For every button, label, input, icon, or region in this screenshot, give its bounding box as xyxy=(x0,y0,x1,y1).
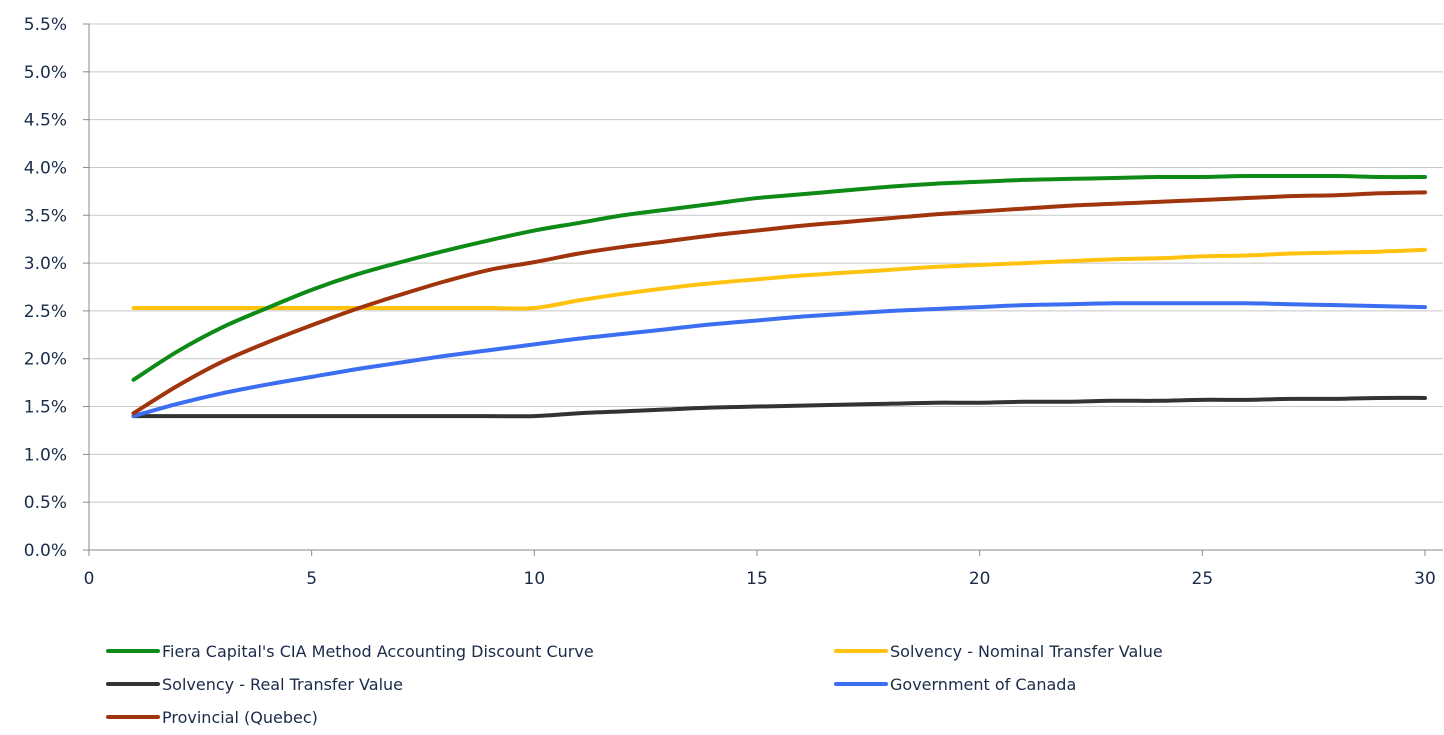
legend-label-solvency-nominal: Solvency - Nominal Transfer Value xyxy=(890,642,1163,661)
y-tick-label: 2.5% xyxy=(24,302,67,322)
y-tick-label: 1.0% xyxy=(24,445,67,465)
legend-label-government-of-canada: Government of Canada xyxy=(890,675,1076,694)
y-tick-label: 0.5% xyxy=(24,493,67,513)
gridlines xyxy=(89,23,1443,503)
y-tick-label: 3.0% xyxy=(24,254,67,274)
series-lines xyxy=(131,173,1427,419)
series-line-government-of-canada xyxy=(131,301,1427,419)
legend-label-fiera-cia-curve: Fiera Capital's CIA Method Accounting Di… xyxy=(162,642,594,661)
x-tick-label: 10 xyxy=(524,569,546,589)
legend-label-provincial-quebec: Provincial (Quebec) xyxy=(162,708,318,727)
x-tick-label: 5 xyxy=(306,569,317,589)
series-line-provincial-quebec xyxy=(131,190,1427,416)
legend: Fiera Capital's CIA Method Accounting Di… xyxy=(106,642,1163,727)
y-tick-label: 1.5% xyxy=(24,398,67,418)
y-tick-label: 0.0% xyxy=(24,541,67,561)
y-tick-label: 5.5% xyxy=(24,15,67,35)
axes: 0.0% 0.5% 1.0% 1.5% 2.0% 2.5% 3.0% 3.5% 4.0% 4.5%… xyxy=(24,15,1443,589)
legend-label-solvency-real: Solvency - Real Transfer Value xyxy=(162,675,403,694)
series-line-fiera-cia-curve xyxy=(131,173,1427,382)
x-tick-label: 0 xyxy=(84,569,95,589)
x-tick-label: 30 xyxy=(1414,569,1436,589)
series-line-solvency-nominal xyxy=(131,247,1427,311)
y-tick-label: 4.0% xyxy=(24,158,67,178)
x-tick-label: 25 xyxy=(1192,569,1214,589)
y-tick-label: 3.5% xyxy=(24,206,67,226)
series-line-solvency-real xyxy=(131,395,1427,419)
x-tick-label: 15 xyxy=(746,569,768,589)
x-tick-label: 20 xyxy=(969,569,991,589)
y-tick-label: 2.0% xyxy=(24,350,67,370)
y-tick-label: 5.0% xyxy=(24,63,67,83)
y-tick-label: 4.5% xyxy=(24,111,67,131)
